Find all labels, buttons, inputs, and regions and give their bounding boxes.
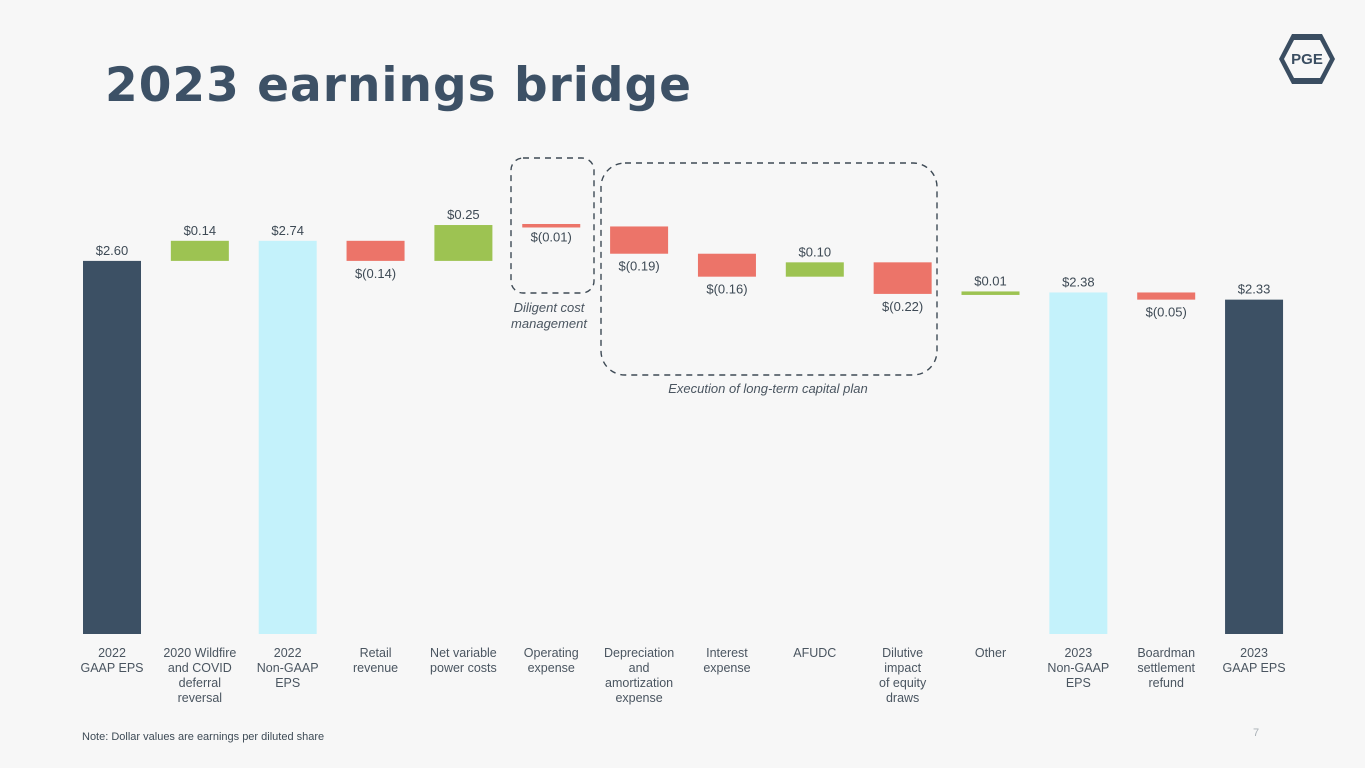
value-label-layer: $2.60 $0.14 $2.74 $(0.14) $0.25 $(0.01) $(0.19… — [96, 207, 1271, 320]
annotation-layer: Diligent cost management Execution of long… — [510, 157, 938, 396]
bar-2020-wildfire-and-covid-deferral-reversal — [170, 240, 229, 261]
bar-2023-non-gaap-eps — [1049, 292, 1108, 634]
value-label-net-variable-power-costs: $0.25 — [447, 207, 480, 222]
category-label-other: Other — [975, 646, 1006, 660]
category-label-net-variable-power-costs: Net variable power costs — [430, 646, 497, 675]
bar-net-variable-power-costs — [434, 225, 493, 261]
bar-2022-gaap-eps — [83, 260, 141, 634]
bar-depreciation-and-amortization-expense — [610, 226, 669, 254]
category-label-2022-non-gaap-eps: 2022 Non-GAAP EPS — [257, 646, 319, 690]
bar-dilutive-impact-of-equity-draws — [873, 262, 932, 294]
value-label-dilutive-impact-of-equity-draws: $(0.22) — [882, 299, 923, 314]
category-label-layer: 2022 GAAP EPS 2020 Wildfire and COVID deferr… — [81, 646, 1286, 705]
value-label-depreciation-and-amortization-expense: $(0.19) — [618, 259, 659, 274]
annotation-box-1 — [510, 157, 595, 294]
value-label-2022-gaap-eps: $2.60 — [96, 243, 129, 258]
category-label-boardman-settlement-refund: Boardman settlement refund — [1137, 646, 1195, 690]
page-number: 7 — [1253, 727, 1260, 739]
annotation-label-1: Diligent cost management — [511, 300, 588, 331]
bar-boardman-settlement-refund — [1137, 292, 1196, 300]
bar-retail-revenue — [346, 240, 405, 261]
bar-layer — [83, 223, 1284, 634]
value-label-boardman-settlement-refund: $(0.05) — [1146, 305, 1187, 320]
category-label-operating-expense: Operating expense — [524, 646, 579, 675]
bar-other — [961, 291, 1020, 295]
bar-2023-gaap-eps — [1225, 299, 1284, 634]
annotation-label-2: Execution of long-term capital plan — [668, 381, 867, 396]
bar-2022-non-gaap-eps — [258, 240, 317, 634]
value-label-operating-expense: $(0.01) — [531, 229, 572, 244]
logo-text: PGE — [1291, 51, 1323, 68]
value-label-2023-gaap-eps: $2.33 — [1238, 282, 1271, 297]
category-label-dilutive-impact-of-equity-draws: Dilutive impact of equity draws — [879, 646, 927, 705]
category-label-depreciation-and-amortization-expense: Depreciation and amortization expense — [604, 646, 674, 705]
pge-logo: PGE — [1279, 34, 1335, 84]
value-label-other: $0.01 — [974, 273, 1007, 288]
value-label-2020-wildfire-and-covid-deferral-reversal: $0.14 — [184, 223, 217, 238]
category-label-2023-non-gaap-eps: 2023 Non-GAAP EPS — [1047, 646, 1109, 690]
bar-interest-expense — [697, 253, 756, 277]
category-label-retail-revenue: Retail revenue — [353, 646, 398, 675]
category-label-2023-gaap-eps: 2023 GAAP EPS — [1223, 646, 1286, 675]
annotation-box-2 — [600, 162, 938, 376]
bar-afudc — [785, 262, 844, 277]
category-label-2022-gaap-eps: 2022 GAAP EPS — [81, 646, 144, 675]
bar-operating-expense — [522, 223, 581, 228]
value-label-2022-non-gaap-eps: $2.74 — [271, 223, 304, 238]
footnote: Note: Dollar values are earnings per dil… — [82, 731, 325, 743]
category-label-afudc: AFUDC — [793, 646, 836, 660]
value-label-afudc: $0.10 — [799, 244, 832, 259]
slide-title: 2023 earnings bridge — [105, 58, 693, 113]
value-label-retail-revenue: $(0.14) — [355, 266, 396, 281]
value-label-2023-non-gaap-eps: $2.38 — [1062, 274, 1095, 289]
category-label-interest-expense: Interest expense — [703, 646, 750, 675]
category-label-2020-wildfire-and-covid-deferral-reversal: 2020 Wildfire and COVID deferral reversal — [163, 646, 236, 705]
value-label-interest-expense: $(0.16) — [706, 282, 747, 297]
